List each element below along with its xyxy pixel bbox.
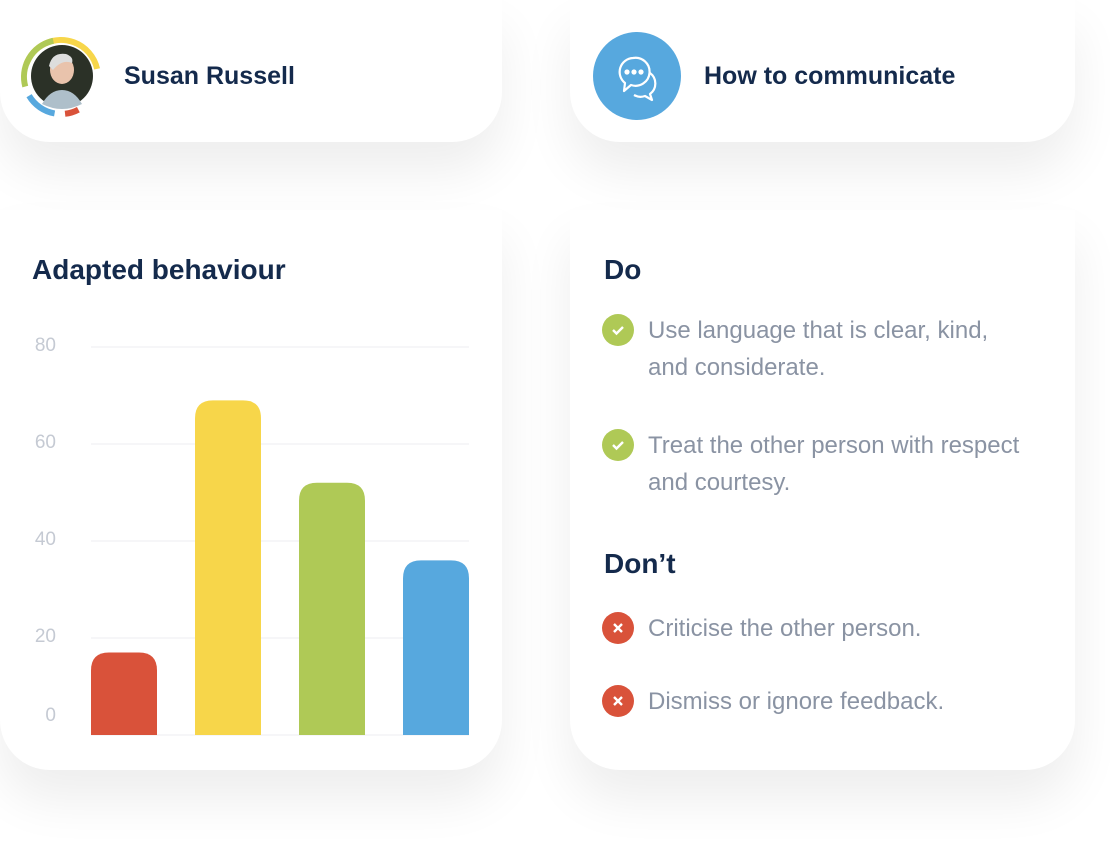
y-tick-label: 60	[34, 432, 56, 453]
cross-icon	[602, 685, 634, 717]
do-item: Use language that is clear, kind, and co…	[602, 312, 1028, 386]
bar-chart	[91, 346, 469, 736]
y-tick-label: 40	[34, 529, 56, 550]
y-tick-label: 20	[34, 626, 56, 647]
dont-item: Criticise the other person.	[602, 610, 1028, 647]
chart-title: Adapted behaviour	[32, 254, 286, 285]
guidance-card: Do Use language that is clear, kind, and…	[570, 210, 1075, 770]
check-icon	[602, 429, 634, 461]
bar	[403, 560, 469, 735]
avatar	[20, 32, 102, 120]
bar	[299, 482, 365, 735]
do-item: Treat the other person with respect and …	[602, 427, 1028, 501]
profile-name: Susan Russell	[124, 62, 295, 90]
profile-card: Susan Russell	[0, 0, 502, 142]
y-tick-label: 0	[45, 705, 56, 726]
chart-card: Adapted behaviour 0 20 40 60 80	[0, 210, 502, 770]
bar	[91, 652, 157, 735]
bar	[195, 400, 261, 735]
do-title: Do	[604, 254, 642, 285]
communicate-title: How to communicate	[704, 62, 956, 90]
dont-title: Don’t	[604, 548, 676, 579]
communicate-card: How to communicate	[570, 0, 1075, 142]
dont-item: Dismiss or ignore feedback.	[602, 683, 1028, 720]
check-icon	[602, 314, 634, 346]
cross-icon	[602, 612, 634, 644]
y-tick-label: 80	[34, 335, 56, 356]
chat-bubbles-icon	[593, 32, 681, 120]
